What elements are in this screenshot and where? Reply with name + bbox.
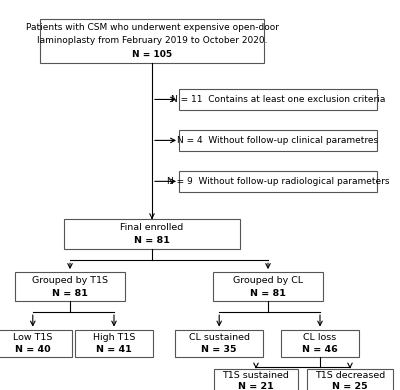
Text: N = 4  Without follow-up clinical parametres: N = 4 Without follow-up clinical paramet… xyxy=(178,136,378,145)
FancyBboxPatch shape xyxy=(64,219,240,249)
FancyBboxPatch shape xyxy=(15,272,125,301)
FancyBboxPatch shape xyxy=(307,369,393,390)
Text: Grouped by CL: Grouped by CL xyxy=(233,276,303,285)
Text: Patients with CSM who underwent expensive open-door: Patients with CSM who underwent expensiv… xyxy=(26,23,278,32)
Text: N = 81: N = 81 xyxy=(52,289,88,298)
Text: High T1S: High T1S xyxy=(93,333,135,342)
Text: Low T1S: Low T1S xyxy=(13,333,52,342)
FancyBboxPatch shape xyxy=(214,369,298,390)
FancyBboxPatch shape xyxy=(75,330,153,357)
FancyBboxPatch shape xyxy=(175,330,263,357)
FancyBboxPatch shape xyxy=(179,170,377,192)
Text: N = 81: N = 81 xyxy=(250,289,286,298)
Text: laminoplasty from February 2019 to October 2020.: laminoplasty from February 2019 to Octob… xyxy=(37,36,267,46)
Text: N = 40: N = 40 xyxy=(15,345,51,354)
FancyBboxPatch shape xyxy=(179,129,377,151)
Text: T1S sustained: T1S sustained xyxy=(222,371,290,380)
Text: N = 35: N = 35 xyxy=(202,345,237,354)
Text: N = 105: N = 105 xyxy=(132,50,172,59)
Text: N = 9  Without follow-up radiological parameters: N = 9 Without follow-up radiological par… xyxy=(167,177,389,186)
Text: CL loss: CL loss xyxy=(303,333,337,342)
Text: N = 41: N = 41 xyxy=(96,345,132,354)
Text: Final enrolled: Final enrolled xyxy=(120,223,184,232)
Text: CL sustained: CL sustained xyxy=(189,333,250,342)
FancyBboxPatch shape xyxy=(213,272,323,301)
FancyBboxPatch shape xyxy=(281,330,359,357)
Text: N = 81: N = 81 xyxy=(134,236,170,245)
FancyBboxPatch shape xyxy=(179,89,377,110)
Text: T1S decreased: T1S decreased xyxy=(315,371,385,380)
FancyBboxPatch shape xyxy=(40,18,264,63)
Text: N = 11  Contains at least one exclusion criteria: N = 11 Contains at least one exclusion c… xyxy=(171,95,385,104)
Text: N = 46: N = 46 xyxy=(302,345,338,354)
Text: N = 25: N = 25 xyxy=(332,383,368,390)
Text: N = 21: N = 21 xyxy=(238,383,274,390)
FancyBboxPatch shape xyxy=(0,330,72,357)
Text: Grouped by T1S: Grouped by T1S xyxy=(32,276,108,285)
